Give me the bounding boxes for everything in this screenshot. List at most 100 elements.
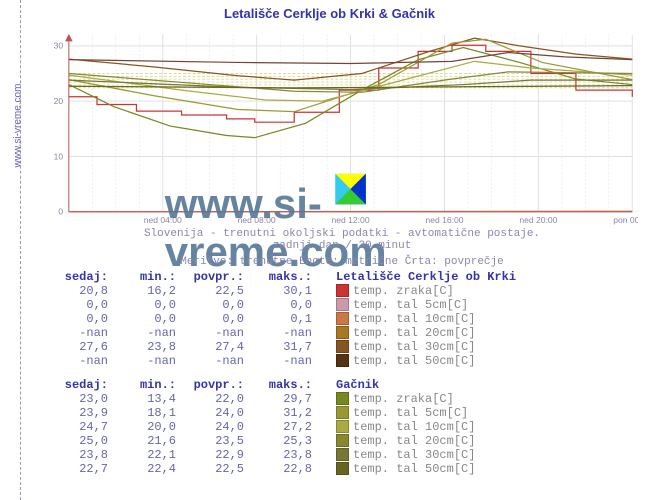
series-label: temp. tal 30cm[C] — [353, 448, 475, 462]
legend-cell: temp. tal 30cm[C] — [318, 448, 481, 462]
table-row: 23,013,422,029,7temp. zraka[C] — [46, 392, 481, 406]
cell-min: -nan — [114, 326, 182, 340]
series-label: temp. zraka[C] — [353, 284, 454, 298]
cell-maks: 31,2 — [250, 406, 318, 420]
legend-cell: temp. zraka[C] — [318, 392, 481, 406]
cell-povpr: -nan — [182, 354, 250, 368]
cell-sedaj: 24,7 — [46, 420, 114, 434]
table-row: 23,822,122,923,8temp. tal 30cm[C] — [46, 448, 481, 462]
color-swatch — [336, 420, 349, 433]
svg-text:20: 20 — [54, 96, 64, 106]
table-row: -nan-nan-nan-nantemp. tal 50cm[C] — [46, 354, 522, 368]
legend-cell: temp. tal 10cm[C] — [318, 312, 522, 326]
table-row: 27,623,827,431,7temp. tal 30cm[C] — [46, 340, 522, 354]
svg-text:ned 12:00: ned 12:00 — [332, 215, 370, 225]
cell-povpr: 23,5 — [182, 434, 250, 448]
cell-min: 23,8 — [114, 340, 182, 354]
cell-povpr: -nan — [182, 326, 250, 340]
svg-text:ned 20:00: ned 20:00 — [519, 215, 557, 225]
cell-min: 21,6 — [114, 434, 182, 448]
cell-sedaj: 23,9 — [46, 406, 114, 420]
cell-povpr: 22,9 — [182, 448, 250, 462]
color-swatch — [336, 354, 349, 367]
cell-min: 20,0 — [114, 420, 182, 434]
series-label: temp. tal 20cm[C] — [353, 434, 475, 448]
cell-maks: -nan — [250, 326, 318, 340]
legend-cell: temp. tal 20cm[C] — [318, 326, 522, 340]
series-label: temp. tal 5cm[C] — [353, 406, 468, 420]
cell-sedaj: 23,8 — [46, 448, 114, 462]
col-header: povpr.: — [182, 378, 250, 392]
svg-text:0: 0 — [58, 207, 63, 217]
color-swatch — [336, 406, 349, 419]
table-row: 0,00,00,00,0temp. tal 5cm[C] — [46, 298, 522, 312]
cell-sedaj: 0,0 — [46, 298, 114, 312]
col-header: min.: — [114, 270, 182, 284]
cell-maks: 0,0 — [250, 298, 318, 312]
color-swatch — [336, 462, 349, 475]
color-swatch — [336, 326, 349, 339]
legend-cell: temp. tal 5cm[C] — [318, 298, 522, 312]
cell-maks: 29,7 — [250, 392, 318, 406]
cell-povpr: 24,0 — [182, 420, 250, 434]
cell-min: 22,4 — [114, 462, 182, 476]
series-label: temp. zraka[C] — [353, 392, 454, 406]
cell-min: 22,1 — [114, 448, 182, 462]
svg-text:pon 00:00: pon 00:00 — [613, 215, 638, 225]
col-header: min.: — [114, 378, 182, 392]
group-name: Gačnik — [318, 378, 481, 392]
svg-text:ned 16:00: ned 16:00 — [425, 215, 463, 225]
cell-min: 0,0 — [114, 298, 182, 312]
svg-text:ned 04:00: ned 04:00 — [144, 215, 182, 225]
table-row: 20,816,222,530,1temp. zraka[C] — [46, 284, 522, 298]
footer-line-3: Meritve: trenutne Enote: metrične Črta: … — [46, 256, 638, 268]
cell-povpr: 27,4 — [182, 340, 250, 354]
cell-maks: 22,8 — [250, 462, 318, 476]
color-swatch — [336, 284, 349, 297]
series-label: temp. tal 10cm[C] — [353, 420, 475, 434]
data-tables: sedaj:min.:povpr.:maks.:Letališče Cerklj… — [46, 270, 522, 486]
svg-text:10: 10 — [54, 151, 64, 161]
svg-text:ned 08:00: ned 08:00 — [238, 215, 276, 225]
series-label: temp. tal 20cm[C] — [353, 326, 475, 340]
cell-min: -nan — [114, 354, 182, 368]
col-header: sedaj: — [46, 270, 114, 284]
col-header: maks.: — [250, 270, 318, 284]
cell-min: 13,4 — [114, 392, 182, 406]
col-header: povpr.: — [182, 270, 250, 284]
col-header: sedaj: — [46, 378, 114, 392]
data-table: sedaj:min.:povpr.:maks.:Gačnik 23,013,4 22… — [46, 378, 481, 476]
series-label: temp. tal 30cm[C] — [353, 340, 475, 354]
legend-cell: temp. tal 20cm[C] — [318, 434, 481, 448]
col-header: maks.: — [250, 378, 318, 392]
cell-sedaj: 0,0 — [46, 312, 114, 326]
legend-cell: temp. tal 50cm[C] — [318, 462, 481, 476]
legend-cell: temp. tal 30cm[C] — [318, 340, 522, 354]
site-label-strip: www.si-vreme.com — [0, 0, 21, 500]
cell-min: 18,1 — [114, 406, 182, 420]
table-row: 22,722,422,522,8temp. tal 50cm[C] — [46, 462, 481, 476]
cell-maks: 23,8 — [250, 448, 318, 462]
data-table: sedaj:min.:povpr.:maks.:Letališče Cerklj… — [46, 270, 522, 368]
cell-maks: 30,1 — [250, 284, 318, 298]
table-row: 0,00,00,00,1temp. tal 10cm[C] — [46, 312, 522, 326]
cell-min: 0,0 — [114, 312, 182, 326]
svg-text:30: 30 — [54, 41, 64, 51]
legend-cell: temp. tal 5cm[C] — [318, 406, 481, 420]
legend-cell: temp. zraka[C] — [318, 284, 522, 298]
cell-sedaj: -nan — [46, 326, 114, 340]
series-label: temp. tal 5cm[C] — [353, 298, 468, 312]
series-label: temp. tal 50cm[C] — [353, 462, 475, 476]
series-label: temp. tal 10cm[C] — [353, 312, 475, 326]
cell-maks: -nan — [250, 354, 318, 368]
page-root: www.si-vreme.com Letališče Cerklje ob Kr… — [0, 0, 659, 500]
cell-povpr: 22,5 — [182, 462, 250, 476]
cell-povpr: 22,5 — [182, 284, 250, 298]
cell-sedaj: 23,0 — [46, 392, 114, 406]
footer-line-1: Slovenija - trenutni okoljski podatki - … — [46, 228, 638, 240]
site-label: www.si-vreme.com — [13, 66, 24, 186]
color-swatch — [336, 434, 349, 447]
color-swatch — [336, 392, 349, 405]
series-label: temp. tal 50cm[C] — [353, 354, 475, 368]
chart-svg: 0 10 20 30 ned 04:00 ned 08:00 ned 12:00 ned 16… — [46, 24, 638, 234]
